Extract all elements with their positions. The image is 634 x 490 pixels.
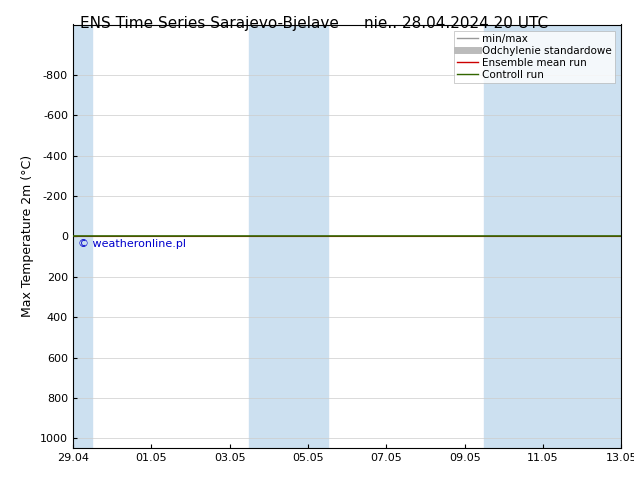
Y-axis label: Max Temperature 2m (°C): Max Temperature 2m (°C) bbox=[22, 155, 34, 318]
Text: © weatheronline.pl: © weatheronline.pl bbox=[79, 239, 186, 249]
Bar bbox=[69, 24, 93, 448]
Text: ENS Time Series Sarajevo-Bjelave: ENS Time Series Sarajevo-Bjelave bbox=[80, 16, 339, 31]
Text: nie.. 28.04.2024 20 UTC: nie.. 28.04.2024 20 UTC bbox=[365, 16, 548, 31]
Bar bbox=[249, 24, 328, 448]
Bar bbox=[484, 24, 625, 448]
Legend: min/max, Odchylenie standardowe, Ensemble mean run, Controll run: min/max, Odchylenie standardowe, Ensembl… bbox=[454, 30, 615, 83]
